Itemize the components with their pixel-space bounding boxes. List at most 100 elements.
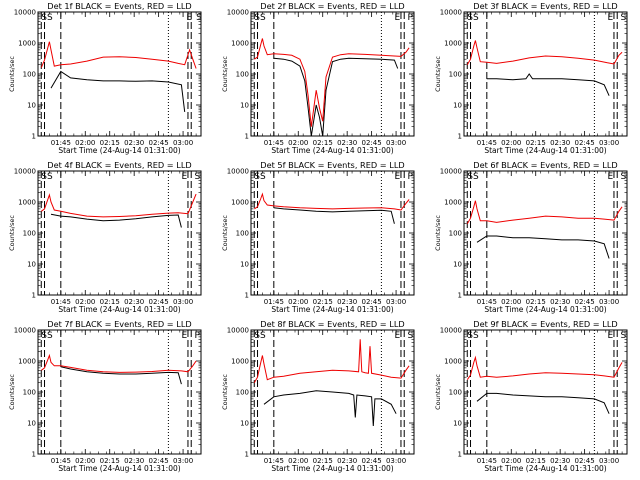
series-line-events: [50, 213, 182, 228]
y-tick-label: 1: [32, 292, 36, 300]
y-axis-label: Counts/sec: [8, 374, 16, 410]
y-tick-label: 100: [449, 71, 462, 79]
marker-label: SS: [467, 172, 479, 182]
marker-label: E: [394, 331, 400, 341]
y-tick-label: 10000: [440, 168, 462, 176]
y-tick-label: 1: [458, 451, 462, 459]
x-tick-label: 01:45: [264, 298, 284, 306]
y-tick-label: 10000: [227, 327, 249, 335]
y-tick-label: 100: [236, 71, 249, 79]
marker-label: P: [407, 13, 413, 23]
y-tick-label: 10000: [14, 168, 36, 176]
y-tick-label: 100: [23, 230, 36, 238]
x-axis-label: Start Time (24-Aug-14 01:31:00): [58, 146, 180, 155]
y-tick-label: 10: [27, 420, 36, 428]
series-line-events: [263, 390, 397, 427]
series-line-events: [273, 57, 399, 137]
x-tick-label: 02:30: [550, 139, 570, 147]
series-line-lld: [254, 38, 410, 127]
marker-label: SS: [41, 331, 53, 341]
y-tick-label: 10000: [227, 9, 249, 17]
x-tick-label: 02:00: [501, 457, 521, 465]
y-tick-label: 10: [27, 261, 36, 269]
y-tick-label: 1: [32, 133, 36, 141]
y-tick-label: 10: [240, 261, 249, 269]
marker-label: S: [407, 331, 413, 341]
y-tick-label: 100: [236, 389, 249, 397]
plot-frame: [250, 11, 415, 137]
x-tick-label: 01:45: [51, 139, 71, 147]
x-tick-label: 02:45: [575, 139, 595, 147]
series-line-events: [476, 235, 610, 259]
y-tick-label: 10: [240, 102, 249, 110]
series-line-events: [476, 392, 610, 414]
y-tick-label: 10: [453, 102, 462, 110]
y-tick-label: 1000: [444, 358, 462, 366]
y-tick-label: 100: [449, 230, 462, 238]
marker-label: S: [620, 13, 626, 23]
series-line-events: [486, 73, 610, 96]
x-tick-label: 02:00: [501, 139, 521, 147]
x-tick-label: 02:45: [149, 298, 169, 306]
y-axis-label: Counts/sec: [434, 56, 442, 92]
y-axis-label: Counts/sec: [8, 56, 16, 92]
marker-label: SS: [254, 13, 266, 23]
chart-title: Det 9f BLACK = Events, RED = LLD: [473, 319, 617, 329]
x-tick-label: 02:00: [75, 457, 95, 465]
chart-title: Det 6f BLACK = Events, RED = LLD: [473, 160, 617, 170]
plot-frame: [37, 170, 202, 296]
plot-frame: [37, 329, 202, 455]
x-tick-label: 02:45: [362, 298, 382, 306]
marker-label: SS: [41, 13, 53, 23]
marker-label: SS: [41, 172, 53, 182]
x-tick-label: 01:45: [51, 298, 71, 306]
series-line-lld: [40, 193, 197, 218]
chart-panel-5: Det 5f BLACK = Events, RED = LLD 1 10 100 10…: [221, 160, 415, 314]
y-tick-label: 1: [245, 451, 249, 459]
x-tick-label: 03:00: [173, 139, 193, 147]
marker-label: E: [394, 13, 400, 23]
x-tick-label: 02:00: [501, 298, 521, 306]
marker-label: SS: [254, 331, 266, 341]
x-axis-label: Start Time (24-Aug-14 01:31:00): [271, 146, 393, 155]
y-tick-label: 1000: [231, 40, 249, 48]
x-axis-label: Start Time (24-Aug-14 01:31:00): [484, 305, 606, 314]
marker-label: S: [194, 172, 200, 182]
x-tick-label: 02:45: [362, 139, 382, 147]
y-tick-label: 10000: [227, 168, 249, 176]
y-tick-label: 10: [453, 420, 462, 428]
series-line-events: [50, 70, 186, 112]
y-tick-label: 10000: [440, 327, 462, 335]
x-tick-label: 02:15: [313, 139, 333, 147]
x-tick-label: 01:45: [477, 298, 497, 306]
chart-panel-2: Det 2f BLACK = Events, RED = LLD 1 10 100 10…: [221, 1, 415, 155]
x-tick-label: 02:30: [124, 457, 144, 465]
x-tick-label: 03:00: [173, 457, 193, 465]
marker-label: S: [620, 172, 626, 182]
x-tick-label: 02:15: [526, 139, 546, 147]
x-tick-label: 03:00: [599, 298, 619, 306]
chart-title: Det 4f BLACK = Events, RED = LLD: [47, 160, 191, 170]
x-tick-label: 01:45: [477, 139, 497, 147]
y-tick-label: 10000: [440, 9, 462, 17]
y-tick-label: 100: [23, 389, 36, 397]
plot-frame: [463, 11, 628, 137]
y-tick-label: 1: [32, 451, 36, 459]
x-tick-label: 02:30: [124, 298, 144, 306]
y-axis-label: Counts/sec: [434, 374, 442, 410]
y-axis-label: Counts/sec: [8, 215, 16, 251]
x-tick-label: 03:00: [173, 298, 193, 306]
x-tick-label: 02:15: [526, 457, 546, 465]
marker-label: SS: [467, 13, 479, 23]
x-tick-label: 02:45: [149, 139, 169, 147]
y-tick-label: 10000: [14, 9, 36, 17]
y-axis-label: Counts/sec: [221, 56, 229, 92]
x-tick-label: 02:15: [100, 298, 120, 306]
x-tick-label: 02:30: [124, 139, 144, 147]
x-tick-label: 01:45: [477, 457, 497, 465]
marker-label: P: [407, 172, 413, 182]
x-tick-label: 03:00: [386, 298, 406, 306]
x-tick-label: 02:15: [526, 298, 546, 306]
plot-frame: [463, 329, 628, 455]
